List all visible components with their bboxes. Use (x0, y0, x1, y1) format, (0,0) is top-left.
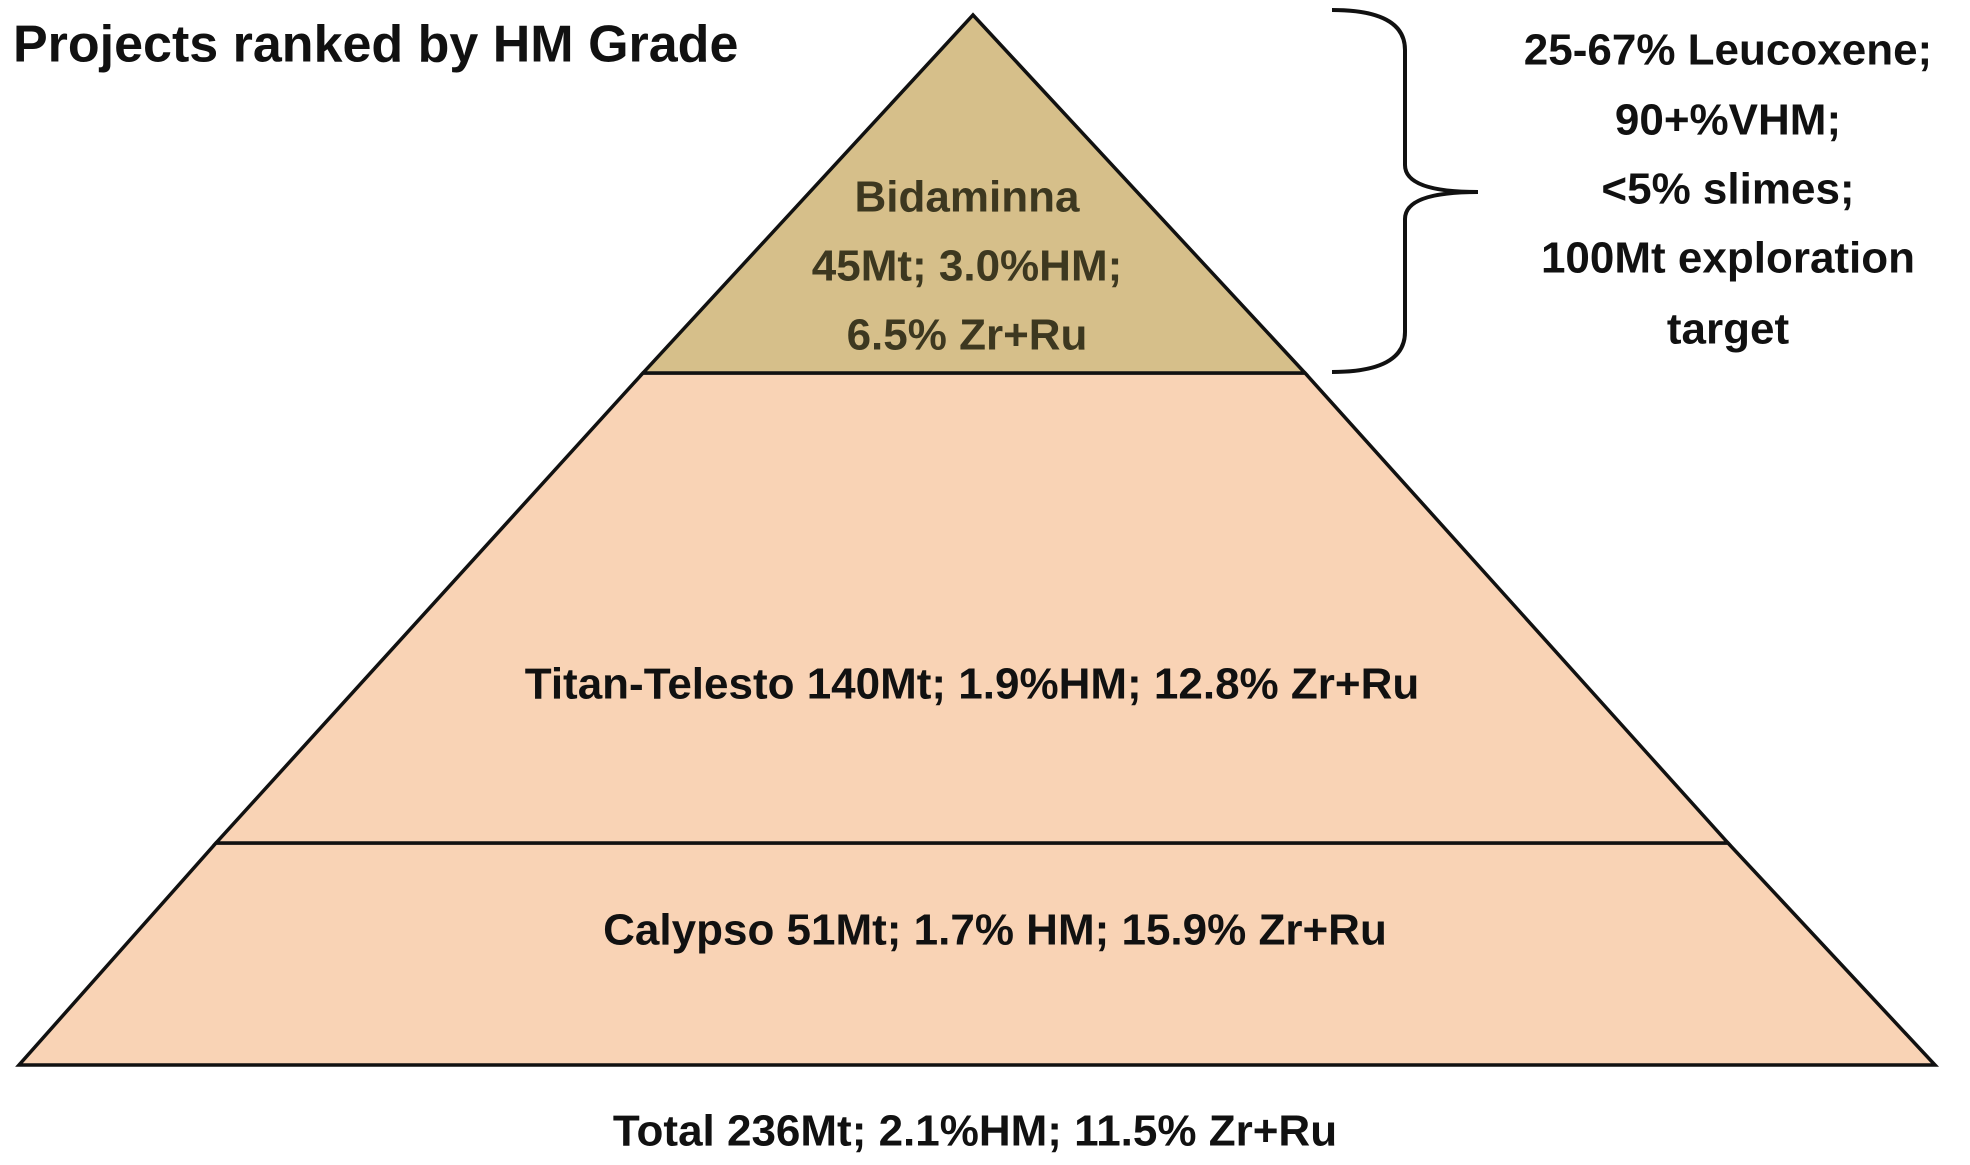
tier-label: 45Mt; 3.0%HM; (812, 242, 1123, 291)
title: Projects ranked by HM Grade (13, 16, 738, 74)
tier-label: Bidaminna (855, 173, 1080, 222)
annotation-line: 25-67% Leucoxene; (1524, 26, 1932, 75)
tier-label: Calypso 51Mt; 1.7% HM; 15.9% Zr+Ru (603, 906, 1387, 955)
brace (1331, 8, 1479, 374)
annotation-line: target (1667, 305, 1790, 354)
annotation-line: 100Mt exploration (1541, 234, 1915, 283)
annotation-line: <5% slimes; (1601, 165, 1854, 214)
tier-middle (212, 371, 1732, 845)
total-label: Total 236Mt; 2.1%HM; 11.5% Zr+Ru (613, 1107, 1337, 1156)
tier-top (639, 12, 1310, 375)
annotation-line: 90+%VHM; (1615, 96, 1841, 145)
tier-label: 6.5% Zr+Ru (847, 311, 1088, 360)
tier-label: Titan-Telesto 140Mt; 1.9%HM; 12.8% Zr+Ru (525, 660, 1419, 709)
